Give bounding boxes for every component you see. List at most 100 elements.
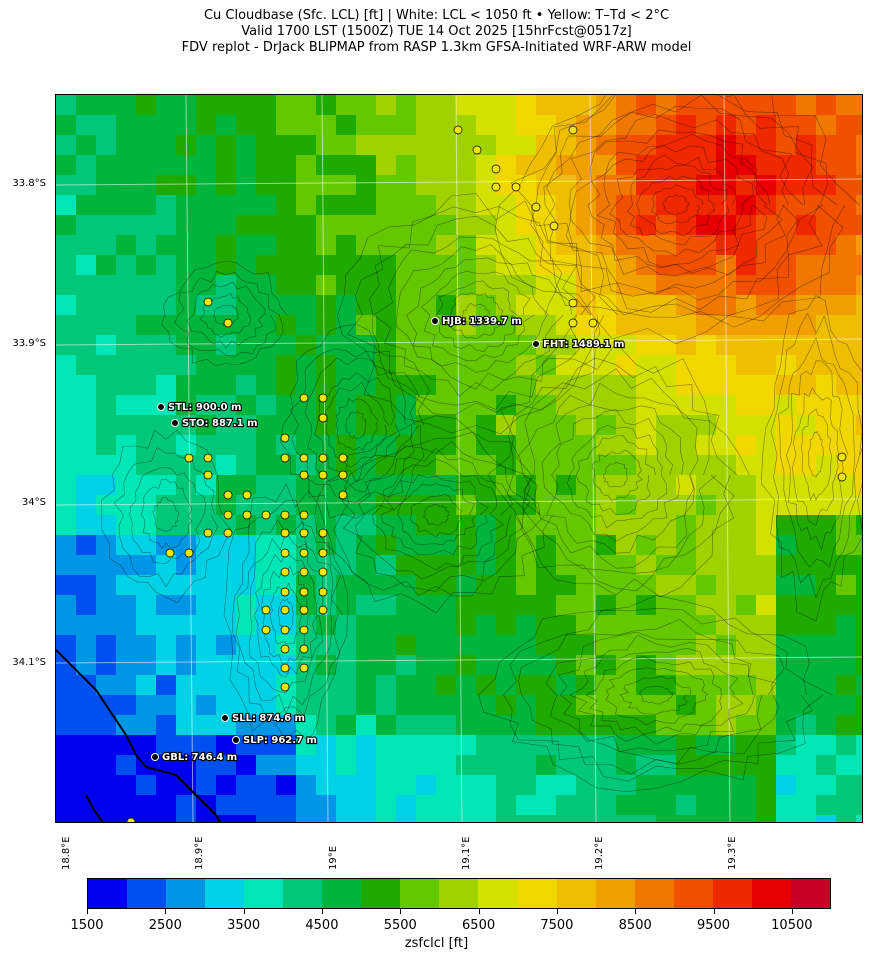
- station-label: GBL: 746.4 m: [162, 752, 237, 763]
- field-cell: [796, 175, 816, 195]
- field-cell: [416, 175, 436, 195]
- field-cell: [196, 395, 216, 415]
- field-cell: [456, 715, 476, 735]
- field-cell: [596, 175, 616, 195]
- field-cell: [216, 795, 236, 815]
- field-cell: [476, 435, 496, 455]
- field-cell: [696, 695, 716, 715]
- field-cell: [156, 555, 176, 575]
- field-cell: [456, 95, 476, 115]
- field-cell: [516, 475, 536, 495]
- field-cell: [236, 95, 256, 115]
- field-cell: [856, 235, 862, 255]
- field-cell: [296, 495, 316, 515]
- field-cell: [316, 175, 336, 195]
- field-cell: [816, 375, 836, 395]
- contour-line: [174, 271, 280, 357]
- field-cell: [776, 315, 796, 335]
- field-cell: [476, 375, 496, 395]
- field-cell: [596, 795, 616, 815]
- field-cell: [516, 335, 536, 355]
- field-cell: [256, 415, 276, 435]
- field-cell: [796, 575, 816, 595]
- field-cell: [696, 595, 716, 615]
- field-cell: [676, 155, 696, 175]
- field-cell: [656, 235, 676, 255]
- field-cell: [736, 495, 756, 515]
- field-cell: [616, 435, 636, 455]
- field-cell: [676, 475, 696, 495]
- field-cell: [256, 235, 276, 255]
- saturation-dot: [299, 510, 309, 520]
- contour-line: [602, 461, 628, 488]
- field-cell: [476, 495, 496, 515]
- field-cell: [676, 715, 696, 735]
- contour-line: [249, 530, 324, 694]
- field-cell: [836, 335, 856, 355]
- field-cell: [616, 515, 636, 535]
- contour-line: [261, 565, 309, 666]
- saturation-dot: [242, 510, 252, 520]
- contour-line: [354, 447, 513, 580]
- field-cell: [156, 735, 176, 755]
- field-cell: [536, 95, 556, 115]
- contour-line: [421, 270, 535, 362]
- field-cell: [456, 535, 476, 555]
- field-cell: [836, 735, 856, 755]
- field-cell: [656, 815, 676, 822]
- field-cell: [736, 455, 756, 475]
- field-cell: [536, 735, 556, 755]
- field-cell: [136, 555, 156, 575]
- field-cell: [856, 695, 862, 715]
- field-cell: [676, 115, 696, 135]
- field-cell: [776, 295, 796, 315]
- saturation-dot: [299, 605, 309, 615]
- field-cell: [396, 235, 416, 255]
- field-cell: [136, 95, 156, 115]
- field-cell: [256, 635, 276, 655]
- field-cell: [476, 215, 496, 235]
- field-cell: [856, 315, 862, 335]
- field-cell: [216, 495, 236, 515]
- field-cell: [856, 175, 862, 195]
- field-cell: [96, 295, 116, 315]
- field-cell: [236, 775, 256, 795]
- field-cell: [56, 635, 76, 655]
- field-cell: [536, 515, 556, 535]
- field-cell: [196, 495, 216, 515]
- field-cell: [356, 395, 376, 415]
- map-panel: HJB: 1339.7 m FHT: 1489.1 m STL: 900.0 m ST…: [55, 94, 863, 823]
- saturation-dot: [318, 470, 328, 480]
- field-cell: [136, 395, 156, 415]
- field-cell: [96, 795, 116, 815]
- field-cell: [356, 695, 376, 715]
- field-cell: [216, 615, 236, 635]
- field-cell: [856, 395, 862, 415]
- colorbar-tick-mark: [791, 909, 793, 914]
- field-cell: [416, 395, 436, 415]
- field-cell: [616, 395, 636, 415]
- field-cell: [476, 715, 496, 735]
- field-cell: [416, 675, 436, 695]
- contour-line: [786, 360, 849, 551]
- field-cell: [836, 655, 856, 675]
- field-cell: [576, 195, 596, 215]
- field-cell: [796, 435, 816, 455]
- field-cell: [716, 435, 736, 455]
- field-cell: [236, 115, 256, 135]
- field-cell: [796, 635, 816, 655]
- field-cell: [676, 95, 696, 115]
- field-cell: [436, 595, 456, 615]
- field-cell: [216, 475, 236, 495]
- field-cell: [196, 435, 216, 455]
- field-cell: [276, 555, 296, 575]
- field-cell: [396, 575, 416, 595]
- field-cell: [316, 735, 336, 755]
- saturation-dot: [299, 567, 309, 577]
- field-cell: [576, 555, 596, 575]
- field-cell: [416, 735, 436, 755]
- field-cell: [596, 255, 616, 275]
- field-cell: [296, 255, 316, 275]
- field-cell: [496, 115, 516, 135]
